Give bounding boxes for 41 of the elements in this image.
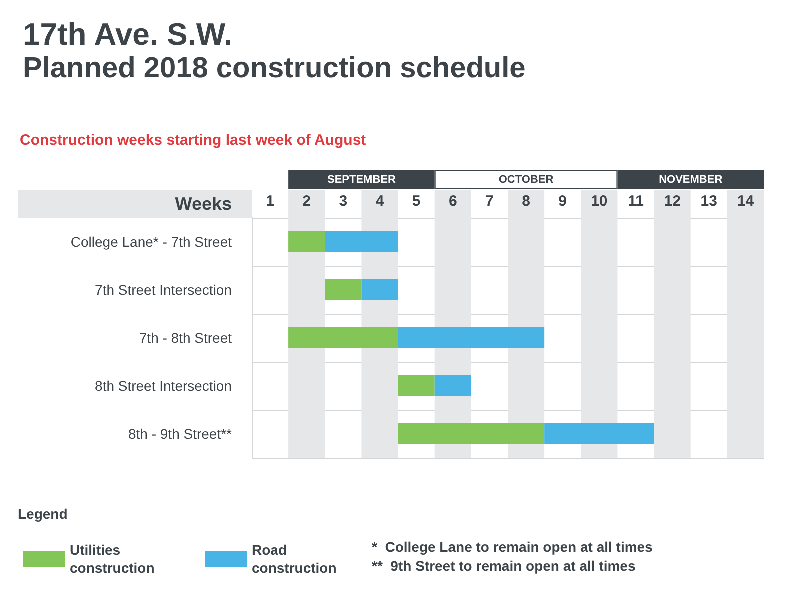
text: NOVEMBER: [659, 174, 723, 186]
y-tick-label: 7th - 8th Street: [139, 330, 232, 346]
x-tick-label: 5: [412, 193, 421, 210]
bar: [398, 423, 545, 445]
bar: [325, 231, 398, 253]
text: OCTOBER: [498, 174, 554, 186]
chart-title: 17th Ave. S.W.: [23, 17, 233, 52]
bar: [544, 423, 654, 445]
x-tick-label: 12: [664, 193, 681, 210]
x-tick-label: 7: [486, 193, 494, 210]
text: SEPTEMBER: [327, 174, 396, 186]
x-tick-label: 14: [737, 193, 755, 210]
y-tick-label: 8th Street Intersection: [95, 378, 232, 394]
x-tick-label: 11: [628, 193, 644, 210]
x-tick-label: 10: [591, 193, 608, 210]
y-axis-title: Weeks: [175, 194, 232, 214]
y-tick-label: College Lane* - 7th Street: [70, 234, 232, 250]
bar: [398, 375, 435, 397]
x-tick-label: 1: [266, 193, 274, 210]
x-tick-label: 6: [448, 193, 458, 210]
legend-title: Legend: [18, 506, 68, 522]
text: Construction weeks starting last week of August: [20, 132, 366, 149]
chart-subtitle: Planned 2018 construction schedule: [23, 52, 526, 84]
y-tick-label: 8th - 9th Street**: [128, 426, 233, 442]
bar: [434, 375, 472, 397]
x-tick-label: 9: [558, 193, 568, 210]
bar: [398, 327, 545, 349]
bar: [288, 231, 326, 253]
legend-label: Utilities construction: [70, 542, 155, 576]
x-tick-label: 8: [522, 193, 530, 210]
x-tick-label: 13: [700, 193, 718, 210]
text: * College Lane to remain open at all times: [372, 539, 654, 555]
bar: [325, 279, 362, 301]
bar: [362, 279, 398, 301]
x-tick-label: 3: [339, 193, 348, 210]
text: ** 9th Street to remain open at all times: [372, 558, 636, 574]
x-tick-label: 2: [302, 193, 312, 210]
y-tick-label: 7th Street Intersection: [95, 282, 232, 298]
x-tick-label: 4: [376, 193, 385, 210]
bar: [288, 327, 398, 349]
legend-label: Road construction: [252, 542, 337, 576]
